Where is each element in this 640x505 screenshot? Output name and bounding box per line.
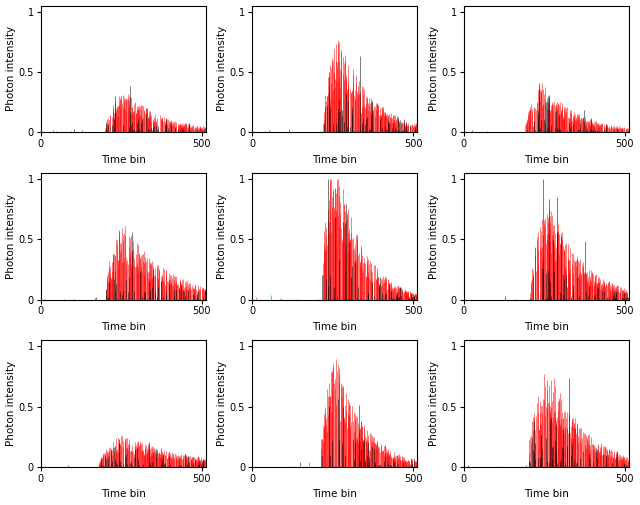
- Y-axis label: Photon intensity: Photon intensity: [429, 361, 438, 446]
- X-axis label: Time bin: Time bin: [312, 155, 357, 165]
- X-axis label: Time bin: Time bin: [524, 322, 568, 332]
- Y-axis label: Photon intensity: Photon intensity: [217, 361, 227, 446]
- X-axis label: Time bin: Time bin: [100, 322, 145, 332]
- X-axis label: Time bin: Time bin: [100, 489, 145, 499]
- X-axis label: Time bin: Time bin: [524, 489, 568, 499]
- X-axis label: Time bin: Time bin: [312, 322, 357, 332]
- Y-axis label: Photon intensity: Photon intensity: [6, 26, 15, 112]
- Y-axis label: Photon intensity: Photon intensity: [217, 26, 227, 112]
- X-axis label: Time bin: Time bin: [100, 155, 145, 165]
- X-axis label: Time bin: Time bin: [524, 155, 568, 165]
- Y-axis label: Photon intensity: Photon intensity: [217, 194, 227, 279]
- X-axis label: Time bin: Time bin: [312, 489, 357, 499]
- Y-axis label: Photon intensity: Photon intensity: [6, 361, 15, 446]
- Y-axis label: Photon intensity: Photon intensity: [6, 194, 15, 279]
- Y-axis label: Photon intensity: Photon intensity: [429, 194, 438, 279]
- Y-axis label: Photon intensity: Photon intensity: [429, 26, 438, 112]
